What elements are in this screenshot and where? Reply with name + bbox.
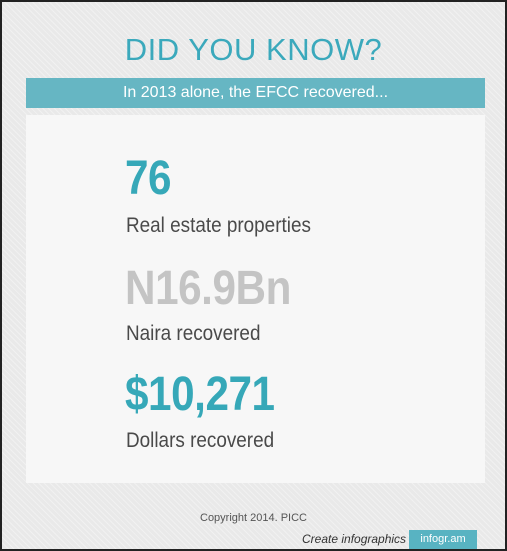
copyright-text: Copyright 2014. PICC	[200, 512, 307, 524]
stat-value-properties: 76	[125, 152, 172, 205]
stats-card: 76 Real estate properties N16.9Bn Naira …	[26, 115, 485, 483]
stat-label-naira: Naira recovered	[126, 322, 261, 345]
stat-label-properties: Real estate properties	[126, 214, 311, 237]
subtitle-banner: In 2013 alone, the EFCC recovered...	[26, 78, 485, 108]
infogram-brand-badge[interactable]: infogr.am	[409, 530, 477, 549]
stat-value-dollars: $10,271	[125, 368, 275, 421]
stat-label-dollars: Dollars recovered	[126, 429, 275, 452]
stat-value-naira: N16.9Bn	[125, 262, 291, 315]
create-infographics-link[interactable]: Create infographics	[302, 532, 407, 546]
infographic-title: DID YOU KNOW?	[124, 32, 383, 67]
